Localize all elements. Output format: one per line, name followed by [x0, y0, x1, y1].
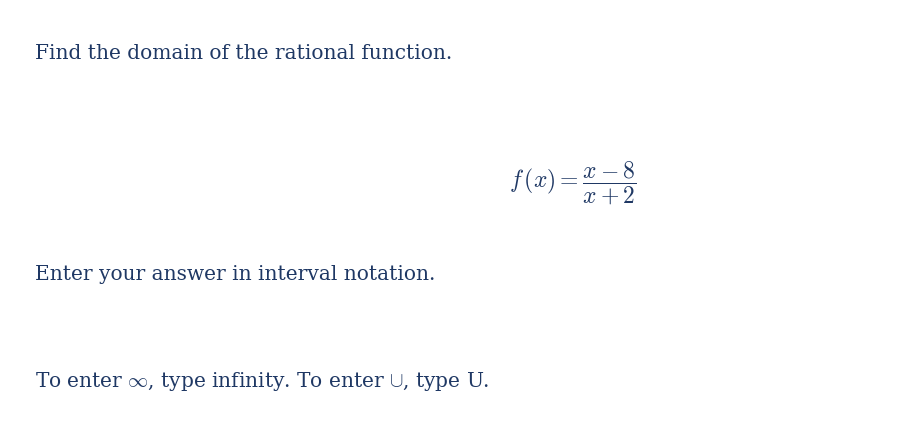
Text: To enter $\infty$, type infinity. To enter $\cup$, type U.: To enter $\infty$, type infinity. To ent… — [35, 370, 490, 394]
Text: $f\,(x) = \dfrac{x-8}{x+2}$: $f\,(x) = \dfrac{x-8}{x+2}$ — [509, 160, 636, 207]
Text: Find the domain of the rational function.: Find the domain of the rational function… — [35, 44, 452, 63]
Text: Enter your answer in interval notation.: Enter your answer in interval notation. — [35, 265, 436, 284]
